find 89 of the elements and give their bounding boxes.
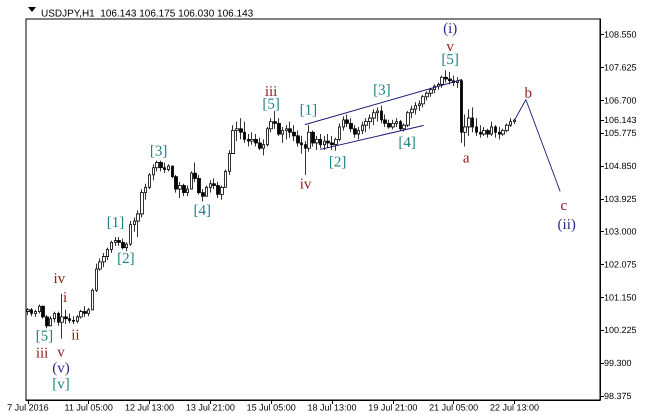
annotation: i xyxy=(62,290,68,306)
candlestick xyxy=(239,118,243,140)
candlestick xyxy=(49,316,52,326)
candlestick xyxy=(448,72,452,85)
candlestick xyxy=(460,78,463,144)
annotation: [2] xyxy=(328,154,346,171)
y-tick-label: 100.225 xyxy=(604,325,637,336)
candlestick xyxy=(68,312,71,324)
y-tick-label: 103.925 xyxy=(604,194,637,204)
annotation: v xyxy=(57,344,66,360)
candlestick xyxy=(376,107,379,122)
candlestick xyxy=(254,134,258,147)
annotation: [2] xyxy=(117,251,135,268)
y-tick-label: 103.000 xyxy=(604,226,637,237)
candlestick xyxy=(60,293,64,339)
y-tick-label: 101.150 xyxy=(604,292,637,302)
candlestick xyxy=(30,308,33,317)
candlestick xyxy=(429,87,433,98)
annotation: (ii) xyxy=(558,217,576,234)
annotation: [1] xyxy=(106,215,124,232)
candlestick xyxy=(421,94,425,108)
annotation: ii xyxy=(71,328,80,344)
x-tick-label: 18 Jul 13:00 xyxy=(307,402,357,412)
candlestick xyxy=(482,126,486,136)
y-tick-label: 106.143 xyxy=(604,115,637,126)
y-tick-label: 102.075 xyxy=(604,260,637,270)
y-tick-label: 106.700 xyxy=(604,95,637,106)
candlestick xyxy=(513,118,516,125)
x-tick-label: 22 Jul 13:00 xyxy=(490,402,539,412)
candlestick xyxy=(494,124,497,138)
candlestick xyxy=(209,180,212,194)
annotation: [4] xyxy=(398,135,416,152)
annotation: a xyxy=(462,150,470,166)
annotation: [5] xyxy=(262,96,280,113)
y-tick-label: 98.375 xyxy=(604,390,632,401)
annotation: iv xyxy=(53,270,66,287)
chart-title: USDJPY,H1 106.143 106.175 106.030 106.143 xyxy=(41,8,254,20)
candlestick xyxy=(471,107,474,133)
annotation: iv xyxy=(300,176,312,192)
candlestick xyxy=(326,134,330,149)
candlestick xyxy=(498,126,501,140)
annotation: (i) xyxy=(443,20,458,37)
candlestick xyxy=(117,236,121,246)
candlestick xyxy=(83,306,87,318)
candlestick xyxy=(323,135,326,150)
x-tick-label: 19 Jul 21:00 xyxy=(368,402,418,412)
y-tick-label: 107.625 xyxy=(604,62,637,72)
candlestick xyxy=(288,121,292,138)
annotation: c xyxy=(560,198,568,214)
candlestick xyxy=(79,309,83,320)
candlestick xyxy=(250,132,254,146)
y-tick-label: 105.775 xyxy=(604,128,637,138)
x-tick-label: 11 Jul 05:00 xyxy=(64,402,113,412)
candlestick xyxy=(319,134,322,149)
candlestick xyxy=(414,102,417,115)
x-tick-label: 13 Jul 21:00 xyxy=(186,402,235,412)
y-tick-label: 99.300 xyxy=(604,358,632,368)
annotation: [v] xyxy=(52,376,70,392)
candlestick xyxy=(364,118,368,133)
annotation: b xyxy=(524,86,532,102)
x-tick-label: 12 Jul 13:00 xyxy=(125,402,174,412)
x-tick-label: 21 Jul 05:00 xyxy=(429,402,478,412)
candlestick xyxy=(163,162,166,174)
candlestick xyxy=(72,316,75,324)
x-tick-label: 7 Jul 2016 xyxy=(7,402,49,412)
annotation: iii xyxy=(36,346,48,362)
candlestick xyxy=(372,108,376,126)
candlestick xyxy=(391,119,395,130)
x-tick-label: 15 Jul 05:00 xyxy=(246,402,296,412)
candlestick xyxy=(285,124,288,140)
annotation: [3] xyxy=(373,82,391,99)
candlestick xyxy=(380,105,383,124)
annotation: (v) xyxy=(52,360,70,376)
candlestick xyxy=(182,183,186,197)
candlestick xyxy=(53,311,56,323)
candlestick xyxy=(395,118,398,128)
annotation: [5] xyxy=(36,328,54,344)
y-tick-label: 104.850 xyxy=(604,161,637,172)
annotation: [1] xyxy=(300,102,318,118)
annotation: [4] xyxy=(193,203,211,220)
candlestick xyxy=(490,121,493,136)
candlestick xyxy=(121,238,125,250)
candlestick xyxy=(159,160,163,172)
candlestick xyxy=(399,119,402,131)
candlestick xyxy=(243,121,246,144)
y-tick-label: 108.550 xyxy=(604,30,637,40)
candlestick xyxy=(330,135,334,150)
candlestick xyxy=(216,182,220,198)
annotation: [3] xyxy=(150,144,168,160)
